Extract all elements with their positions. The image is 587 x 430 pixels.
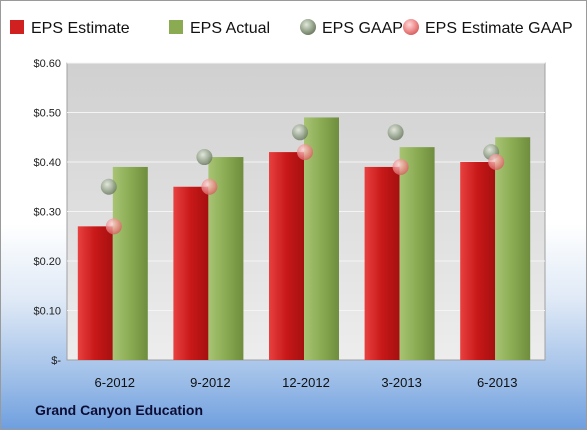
bar-eps-actual <box>495 137 531 360</box>
dot-eps-estimate-gaap <box>105 218 122 235</box>
company-name: Grand Canyon Education <box>35 402 204 418</box>
x-tick-label: 6-2013 <box>477 375 517 390</box>
legend-label: EPS Estimate <box>31 20 130 37</box>
x-tick-label: 3-2013 <box>381 375 421 390</box>
legend-swatch <box>403 19 419 35</box>
y-tick-label: $0.20 <box>33 256 61 268</box>
dot-eps-gaap <box>100 178 117 195</box>
y-tick-label: $0.40 <box>33 157 61 169</box>
legend-swatch <box>10 20 24 34</box>
dot-eps-estimate-gaap <box>201 178 218 195</box>
x-tick-label: 6-2012 <box>95 375 135 390</box>
bar-eps-actual <box>399 147 435 360</box>
y-tick-label: $- <box>51 355 61 367</box>
dot-eps-estimate-gaap <box>297 144 313 161</box>
y-tick-label: $0.10 <box>33 306 61 318</box>
legend-swatch <box>169 20 183 34</box>
legend-label: EPS Actual <box>190 20 270 37</box>
bar-eps-estimate <box>460 162 496 360</box>
legend-label: EPS Estimate GAAP <box>425 20 573 37</box>
y-tick-label: $0.60 <box>33 58 61 70</box>
dot-eps-estimate-gaap <box>488 154 505 170</box>
dot-eps-gaap <box>292 124 308 141</box>
y-tick-label: $0.30 <box>33 207 61 219</box>
x-tick-label: 12-2012 <box>282 375 330 390</box>
bar-eps-estimate <box>173 186 209 360</box>
bar-eps-estimate <box>269 152 304 360</box>
x-tick-label: 9-2012 <box>190 375 230 390</box>
y-tick-label: $0.50 <box>33 108 61 120</box>
legend-swatch <box>300 19 316 35</box>
dot-eps-estimate-gaap <box>392 158 409 175</box>
bar-eps-actual <box>112 166 148 360</box>
dot-eps-gaap <box>196 149 213 166</box>
bar-eps-estimate <box>77 226 113 360</box>
bar-eps-estimate <box>364 166 400 360</box>
legend-label: EPS GAAP <box>322 20 403 37</box>
dot-eps-gaap <box>387 124 404 141</box>
